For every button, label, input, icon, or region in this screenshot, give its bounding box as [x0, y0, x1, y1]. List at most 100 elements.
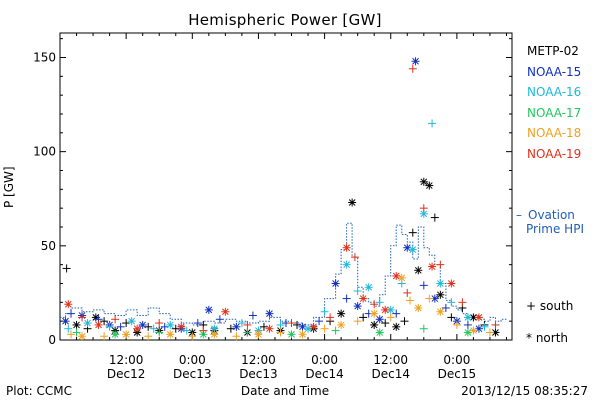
- north-marker: [337, 309, 346, 318]
- ovation-legend-label-1: Ovation: [528, 208, 575, 222]
- north-marker: [64, 300, 73, 309]
- south-legend-label: south: [539, 299, 574, 313]
- ovation-legend-label-2: Prime HPI: [526, 222, 584, 236]
- x-tick-label-time: 12:00: [109, 353, 144, 367]
- south-marker: [67, 330, 76, 339]
- north-legend-label: north: [535, 331, 569, 345]
- north-marker: [166, 330, 175, 339]
- south-marker: [480, 322, 489, 331]
- x-tick-label-date: Dec15: [438, 367, 477, 381]
- y-tick-label: 150: [33, 50, 56, 64]
- north-marker: [375, 328, 384, 337]
- south-marker: [122, 319, 131, 328]
- north-marker: [342, 260, 351, 269]
- y-tick-label: 50: [41, 239, 56, 253]
- south-marker: [408, 64, 417, 73]
- north-marker: [403, 243, 412, 252]
- plot-credit: Plot: CCMC: [6, 384, 72, 398]
- south-marker: [188, 332, 197, 341]
- north-legend: * north: [526, 331, 568, 345]
- north-marker: [414, 266, 423, 275]
- north-marker: [436, 307, 445, 316]
- x-tick-label-date: Dec14: [305, 367, 344, 381]
- south-marker: [243, 328, 252, 337]
- x-tick-label-time: 0:00: [179, 353, 206, 367]
- north-marker: [414, 303, 423, 312]
- north-marker: [436, 279, 445, 288]
- south-marker: [430, 213, 439, 222]
- south-marker: [155, 319, 164, 328]
- north-marker: [309, 322, 318, 331]
- north-marker: [474, 313, 483, 322]
- south-marker: [386, 313, 395, 322]
- south-marker: [353, 317, 362, 326]
- south-marker: [237, 319, 246, 328]
- south-marker: [320, 324, 329, 333]
- south-marker: [276, 328, 285, 337]
- south-marker: [193, 319, 202, 328]
- south-marker: [425, 294, 434, 303]
- south-marker: [105, 322, 114, 331]
- chart-title: Hemispheric Power [GW]: [188, 11, 382, 29]
- north-marker: [425, 181, 434, 190]
- north-marker: [298, 330, 307, 339]
- x-tick-label-time: 0:00: [443, 353, 470, 367]
- north-marker: [265, 324, 274, 333]
- north-marker: [463, 313, 472, 322]
- south-marker: [144, 332, 153, 341]
- south-marker: [111, 315, 120, 324]
- north-marker: [469, 326, 478, 335]
- x-tick-label-time: 12:00: [373, 353, 408, 367]
- south-marker: [350, 253, 359, 262]
- south-marker: [403, 288, 412, 297]
- north-marker: [221, 307, 230, 316]
- south-marker: [485, 328, 494, 337]
- south-marker: [375, 298, 384, 307]
- south-marker: [248, 311, 257, 320]
- north-marker: [61, 317, 70, 326]
- south-marker: [342, 294, 351, 303]
- north-marker: [204, 305, 213, 314]
- north-marker: [210, 324, 219, 333]
- north-marker: [353, 302, 362, 311]
- south-marker: [144, 322, 153, 331]
- south-marker: [320, 307, 329, 316]
- south-marker: [62, 264, 71, 273]
- north-marker: [166, 320, 175, 329]
- x-tick-label-date: Dec14: [371, 367, 410, 381]
- north-marker: [370, 309, 379, 318]
- south-marker: [447, 313, 456, 322]
- south-marker: [381, 319, 390, 328]
- south-marker: [441, 303, 450, 312]
- north-marker: [342, 243, 351, 252]
- ovation-legend-dash: –: [516, 208, 522, 222]
- south-marker: [326, 313, 335, 322]
- north-marker: [375, 315, 384, 324]
- south-marker: [100, 317, 109, 326]
- north-marker: [364, 283, 373, 292]
- north-marker: [254, 330, 263, 339]
- north-marker: [122, 330, 131, 339]
- north-marker: [138, 320, 147, 329]
- south-marker: [452, 320, 461, 329]
- y-tick-label: 100: [33, 145, 56, 159]
- north-marker: [359, 294, 368, 303]
- south-marker: [315, 317, 324, 326]
- south-legend: + south: [526, 299, 573, 313]
- ovation-prime-hpi-line: [60, 222, 507, 326]
- south-marker: [199, 326, 208, 335]
- south-marker: [436, 260, 445, 269]
- north-marker: [491, 328, 500, 337]
- north-marker: [111, 330, 120, 339]
- north-marker: [474, 324, 483, 333]
- north-marker: [370, 320, 379, 329]
- south-marker: [400, 317, 409, 326]
- south-marker: [458, 298, 467, 307]
- north-marker: [397, 273, 406, 282]
- north-marker: [447, 279, 456, 288]
- south-marker: [232, 332, 241, 341]
- south-marker: [160, 322, 169, 331]
- south-marker: [243, 320, 252, 329]
- north-marker: [331, 279, 340, 288]
